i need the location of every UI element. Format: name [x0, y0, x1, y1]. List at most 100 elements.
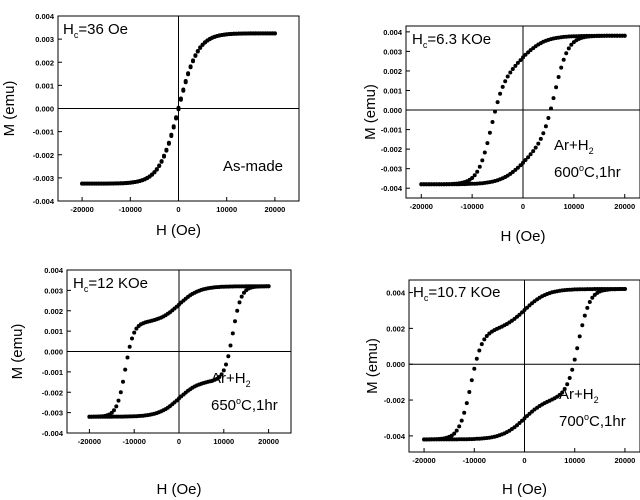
- data-point: [162, 154, 166, 159]
- x-tick-label: 10000: [216, 205, 237, 214]
- data-point: [127, 344, 132, 349]
- data-point: [272, 31, 277, 36]
- condition-label: 600oC,1hr: [554, 163, 621, 181]
- data-point: [132, 330, 137, 335]
- data-point: [515, 165, 520, 170]
- data-point: [159, 159, 164, 164]
- y-axis-label: M (emu): [362, 84, 379, 140]
- y-axis-label: M (emu): [1, 81, 18, 137]
- y-tick-label: 0.000: [383, 106, 402, 115]
- data-point: [487, 331, 492, 336]
- x-tick-label: -10000: [463, 456, 486, 465]
- data-point: [523, 158, 528, 162]
- data-point: [154, 167, 159, 172]
- data-point: [477, 164, 482, 169]
- data-point: [510, 67, 515, 71]
- data-point: [561, 57, 566, 62]
- x-tick-label: 20000: [615, 456, 636, 465]
- y-tick-label: 0.001: [44, 327, 63, 336]
- x-tick-label: 20000: [264, 205, 285, 214]
- data-point: [531, 149, 536, 154]
- data-point: [585, 305, 590, 310]
- data-point: [533, 145, 538, 150]
- y-tick-label: -0.001: [381, 126, 402, 135]
- condition-label: 700oC,1hr: [559, 412, 626, 430]
- data-point: [522, 416, 527, 421]
- data-point: [564, 51, 569, 56]
- x-tick-label: 10000: [213, 437, 234, 446]
- data-point: [169, 134, 174, 138]
- data-point: [536, 141, 541, 146]
- data-point: [577, 334, 582, 339]
- data-point: [136, 324, 141, 328]
- data-point: [521, 160, 525, 165]
- x-tick-label: 0: [176, 205, 180, 214]
- data-point: [518, 163, 523, 168]
- panel-top-left: -20000 -10000 0 10000 20000 -0.004 -0.003 -0.00…: [1, 12, 300, 239]
- data-point: [226, 354, 231, 359]
- x-tick-label: 10000: [563, 202, 584, 211]
- y-tick-label: 0.002: [383, 67, 402, 76]
- data-point: [543, 124, 548, 129]
- data-point: [266, 284, 271, 289]
- data-point: [224, 362, 228, 367]
- y-tick-label: -0.002: [384, 396, 405, 405]
- y-tick-label: -0.004: [381, 184, 403, 193]
- data-point: [557, 392, 562, 397]
- x-tick-label: 0: [522, 456, 526, 465]
- y-tick-label: 0.004: [383, 28, 403, 37]
- data-point: [565, 382, 570, 387]
- y-tick-label: -0.002: [381, 145, 402, 154]
- x-axis-label: H (Oe): [501, 228, 546, 245]
- data-point: [495, 100, 500, 105]
- data-point: [472, 173, 477, 178]
- data-point: [152, 170, 157, 175]
- data-point: [521, 55, 525, 60]
- panel-top-right: -20000 -10000 0 10000 20000 -0.004 -0.003 -0.00…: [362, 25, 640, 245]
- y-tick-label: 0.004: [35, 12, 55, 21]
- data-point: [518, 58, 523, 63]
- data-point: [513, 63, 518, 68]
- data-point: [186, 72, 191, 77]
- y-tick-label: 0.000: [35, 105, 54, 114]
- x-axis-label: H (Oe): [156, 222, 201, 239]
- data-point: [195, 49, 200, 54]
- condition-label: Ar+H2: [559, 386, 599, 405]
- data-point: [230, 331, 235, 336]
- y-tick-label: -0.001: [42, 368, 63, 377]
- data-point: [587, 300, 592, 304]
- data-point: [477, 348, 482, 353]
- y-tick-label: 0.001: [383, 87, 402, 96]
- data-point: [560, 390, 565, 395]
- data-point: [454, 428, 459, 433]
- x-axis-label: H (Oe): [157, 481, 202, 498]
- series-points: [419, 33, 627, 187]
- x-tick-label: 10000: [564, 456, 585, 465]
- data-point: [622, 287, 627, 291]
- data-point: [551, 96, 556, 101]
- panel-bottom-left: -20000 -10000 0 10000 20000 -0.004 -0.003 -0.00…: [9, 266, 292, 498]
- data-point: [567, 376, 572, 380]
- data-point: [457, 424, 462, 429]
- data-point: [469, 378, 474, 383]
- data-point: [178, 97, 183, 102]
- x-tick-label: -10000: [119, 205, 142, 214]
- data-point: [121, 379, 125, 384]
- data-point: [171, 125, 176, 130]
- data-point: [549, 106, 553, 111]
- data-point: [472, 366, 477, 371]
- data-point: [559, 65, 564, 70]
- data-point: [490, 120, 495, 124]
- x-tick-label: 0: [521, 202, 525, 211]
- data-point: [475, 169, 480, 174]
- data-point: [217, 375, 222, 379]
- data-point: [500, 84, 505, 89]
- x-tick-label: -10000: [460, 202, 483, 211]
- data-point: [239, 294, 244, 299]
- data-point: [493, 109, 497, 114]
- data-point: [508, 70, 513, 75]
- data-point: [487, 130, 492, 135]
- y-tick-label: 0.004: [44, 266, 64, 275]
- data-point: [572, 357, 577, 362]
- data-point: [174, 116, 179, 121]
